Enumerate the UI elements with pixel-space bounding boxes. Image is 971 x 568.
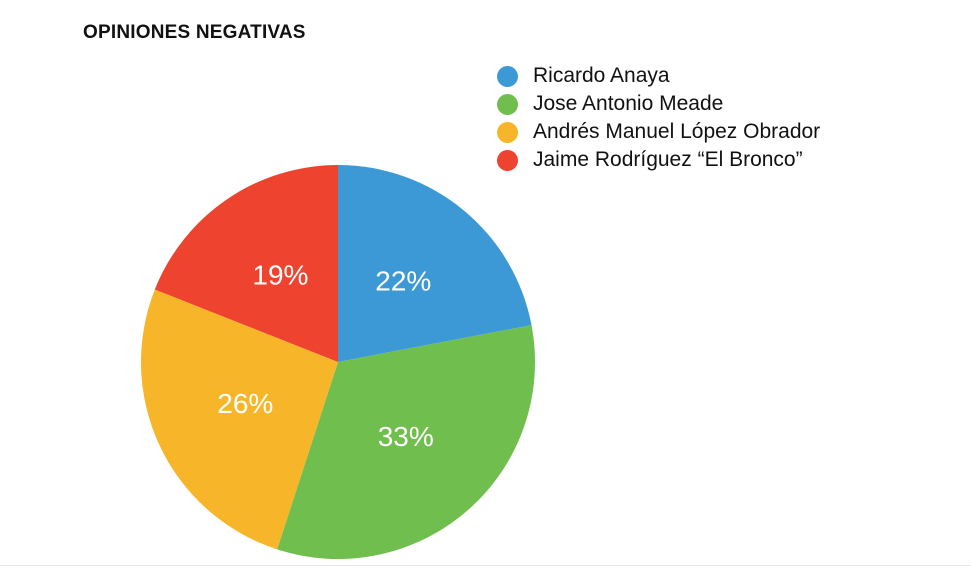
slice-label-andres-manuel-lopez-obrador: 26% bbox=[217, 388, 273, 419]
legend: Ricardo Anaya Jose Antonio Meade Andrés … bbox=[497, 62, 820, 174]
pie-slice-ricardo-anaya bbox=[338, 165, 532, 362]
legend-item-jose-antonio-meade: Jose Antonio Meade bbox=[497, 90, 820, 118]
legend-label: Jose Antonio Meade bbox=[533, 92, 724, 115]
legend-swatch bbox=[497, 65, 518, 87]
legend-item-andres-manuel-lopez-obrador: Andrés Manuel López Obrador bbox=[497, 118, 820, 146]
legend-item-jaime-rodriguez: Jaime Rodríguez “El Bronco” bbox=[497, 146, 820, 174]
slice-label-ricardo-anaya: 22% bbox=[375, 265, 431, 296]
slice-label-jose-antonio-meade: 33% bbox=[378, 421, 434, 452]
chart-title: OPINIONES NEGATIVAS bbox=[83, 22, 306, 43]
legend-swatch bbox=[497, 93, 518, 115]
legend-swatch bbox=[497, 149, 518, 171]
legend-label: Andrés Manuel López Obrador bbox=[533, 120, 821, 143]
pie-slice-andres-manuel-lopez-obrador bbox=[140, 289, 338, 550]
slice-label-jaime-rodriguez: 19% bbox=[252, 260, 308, 291]
pie-slice-jose-antonio-meade bbox=[277, 325, 535, 559]
legend-label: Ricardo Anaya bbox=[533, 64, 670, 87]
pie-slice-jaime-rodriguez bbox=[154, 165, 338, 362]
legend-item-ricardo-anaya: Ricardo Anaya bbox=[497, 62, 820, 90]
legend-swatch bbox=[497, 121, 518, 143]
legend-label: Jaime Rodríguez “El Bronco” bbox=[533, 148, 803, 171]
divider bbox=[0, 565, 971, 566]
